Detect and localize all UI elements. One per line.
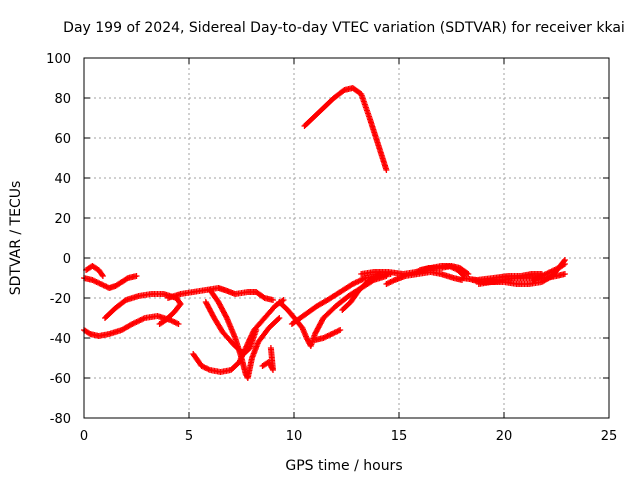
series-track-21 — [530, 261, 568, 283]
y-tick-label: -80 — [50, 412, 71, 427]
data-point-marker — [86, 330, 93, 337]
data-point-marker — [561, 271, 568, 277]
y-tick-label: -20 — [50, 292, 71, 307]
data-point-marker — [99, 273, 106, 279]
x-axis-title: GPS time / hours — [285, 458, 402, 474]
data-point-marker — [464, 270, 471, 277]
series-track-10 — [276, 273, 390, 349]
series-track-12 — [312, 327, 344, 343]
x-tick-labels: 0 5 10 15 20 25 — [80, 429, 617, 444]
data-point-marker — [99, 271, 106, 278]
x-tick-label: 5 — [185, 429, 193, 444]
y-tick-label: -60 — [50, 372, 71, 387]
chart-title: Day 199 of 2024, Sidereal Day-to-day VTE… — [63, 20, 625, 36]
x-tick-label: 10 — [286, 429, 303, 444]
data-point-marker — [156, 321, 163, 327]
data-point-marker — [123, 275, 130, 282]
data-point-marker — [267, 345, 274, 351]
x-tick-label: 15 — [391, 429, 408, 444]
data-point-marker — [275, 316, 282, 322]
data-point-marker — [270, 297, 276, 303]
data-point-marker — [253, 327, 260, 333]
data-point-marker — [280, 297, 287, 303]
series-track-14 — [301, 85, 390, 173]
y-tick-label: 60 — [54, 132, 71, 147]
y-tick-label: 80 — [54, 92, 71, 107]
data-point-marker — [383, 167, 390, 173]
plot-frame — [83, 57, 610, 419]
y-tick-labels: -80 -60 -40 -20 0 20 40 60 80 100 — [46, 52, 71, 427]
series-track-9 — [259, 345, 276, 373]
x-tick-label: 25 — [601, 429, 618, 444]
y-tick-label: 100 — [46, 52, 71, 67]
data-point-marker — [337, 327, 344, 333]
series-track-2 — [83, 263, 106, 279]
y-tick-label: 40 — [54, 172, 71, 187]
y-axis-title: SDTVAR / TECUs — [8, 181, 24, 296]
data-point-marker — [175, 321, 182, 327]
data-marks — [81, 85, 568, 381]
x-tick-label: 20 — [496, 429, 513, 444]
data-point-marker — [223, 313, 230, 320]
series-track-8 — [202, 299, 260, 357]
data-point-marker — [157, 320, 164, 327]
grid — [84, 58, 609, 418]
data-point-marker — [560, 261, 567, 268]
data-point-marker — [561, 261, 568, 267]
ticks — [83, 57, 610, 419]
y-tick-label: -40 — [50, 332, 71, 347]
series-track-7 — [207, 287, 283, 381]
series-track-13 — [339, 271, 384, 313]
x-tick-label: 0 — [80, 429, 88, 444]
data-point-marker — [276, 315, 283, 321]
series-track-3 — [81, 313, 182, 339]
series-track-1 — [81, 273, 140, 291]
y-tick-label: 20 — [54, 212, 71, 227]
data-point-marker — [133, 273, 140, 279]
y-tick-label: 0 — [63, 252, 71, 267]
series-track-17 — [417, 263, 468, 279]
